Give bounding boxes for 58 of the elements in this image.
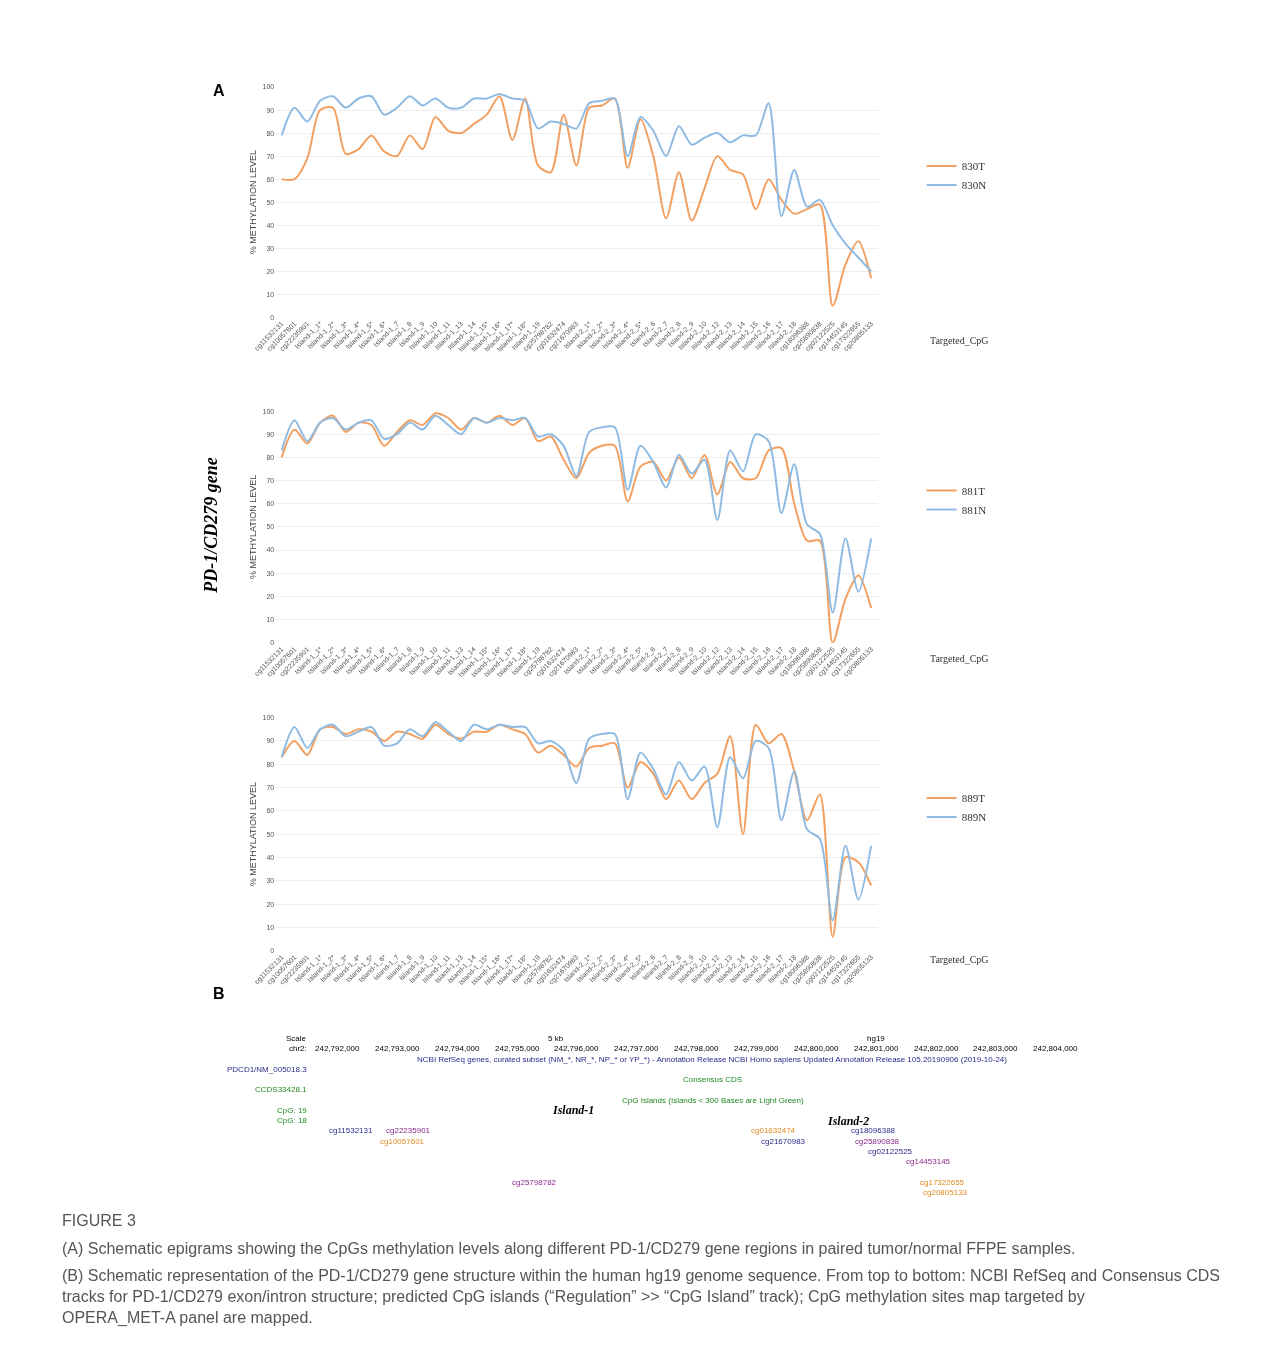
legend-label: 889N xyxy=(961,811,987,824)
text: 242,800,000 xyxy=(794,1044,840,1053)
text: 242,802,000 xyxy=(914,1044,960,1053)
text: cg20805133 xyxy=(923,1188,968,1197)
text: 242,801,000 xyxy=(854,1044,900,1053)
x-axis-title: Targeted_CpG xyxy=(930,954,989,965)
text: Island-2 xyxy=(827,1114,870,1128)
text: PD-1/CD279 gene xyxy=(201,457,222,594)
text: hg19 xyxy=(867,1034,886,1043)
text: NCBI RefSeq genes, curated subset (NM_*, NR_*, NP_* or YP_*) - Annotation Release NCBI Homo sapiens Updated Annotation Release 105.20190906 (2019-10-24) xyxy=(417,1055,1008,1064)
text: 242,804,000 xyxy=(1033,1044,1079,1053)
text: (B) Schematic representation of the PD-1/CD279 gene structure within the human hg19 genome sequence. From top to bottom: NCBI RefSeq and Consensus CDS tracks for PD-1/CD279 exon/intron structure; predicted CpG islands (“Regulation” >> “CpG Island” track); CpG methylation sites map targeted by OPERA_MET-A panel are mapped. xyxy=(62,1267,1220,1327)
text: CpG: 18 xyxy=(277,1116,308,1125)
text: cg11532131 xyxy=(329,1126,373,1135)
text: cg17322655 xyxy=(920,1178,965,1187)
x-axis-title: Targeted_CpG xyxy=(930,335,989,346)
legend-label: 881N xyxy=(961,503,987,516)
text: CpG Islands (Islands < 300 Bases are Light Green) xyxy=(622,1096,804,1105)
text: 242,797,000 xyxy=(614,1044,660,1053)
text: 242,798,000 xyxy=(674,1044,720,1053)
text: B xyxy=(213,985,225,1002)
legend-label: 830N xyxy=(961,179,987,192)
text: 242,793,000 xyxy=(375,1044,421,1053)
text: cg01632474 xyxy=(751,1126,796,1135)
text: CpG: 19 xyxy=(277,1106,308,1115)
text: cg14453145 xyxy=(906,1157,951,1166)
text: chr2: xyxy=(289,1044,307,1053)
text: 242,794,000 xyxy=(435,1044,481,1053)
legend-label: 830T xyxy=(961,160,986,173)
text: cg25798782 xyxy=(512,1178,557,1187)
text: cg21670983 xyxy=(761,1137,806,1146)
y-axis-title: % METHYLATION LEVEL xyxy=(247,474,258,580)
text: Consensus CDS xyxy=(683,1075,743,1084)
y-axis-title: % METHYLATION LEVEL xyxy=(247,781,258,887)
text: PDCD1/NM_005018.3 xyxy=(227,1065,308,1074)
text: 242,796,000 xyxy=(554,1044,600,1053)
legend-label: 889T xyxy=(961,792,986,805)
text: 242,795,000 xyxy=(495,1044,541,1053)
line-series xyxy=(280,95,873,307)
text: (A) Schematic epigrams showing the CpGs methylation levels along different PD-1/CD279 gene regions in paired tumor/normal FFPE samples. xyxy=(62,1240,1076,1257)
text: Scale xyxy=(286,1034,307,1043)
caption: FIGURE 3 xyxy=(62,1212,136,1229)
y-axis-title: % METHYLATION LEVEL xyxy=(247,149,258,255)
text: A xyxy=(213,82,225,99)
text: 242,792,000 xyxy=(315,1044,361,1053)
text: 242,799,000 xyxy=(734,1044,780,1053)
text: cg22235901 xyxy=(386,1126,431,1135)
text: Island-1 xyxy=(552,1103,595,1117)
text: 5 kb xyxy=(548,1034,564,1043)
text: cg25890838 xyxy=(855,1137,900,1146)
text: CCDS33428.1 xyxy=(255,1085,308,1094)
text: cg02122525 xyxy=(868,1147,913,1156)
text: cg18096388 xyxy=(851,1126,896,1135)
text: 242,803,000 xyxy=(973,1044,1019,1053)
text: cg10057601 xyxy=(380,1137,425,1146)
x-axis-title: Targeted_CpG xyxy=(930,653,989,664)
legend-label: 881T xyxy=(961,484,986,497)
line-series xyxy=(280,92,873,273)
